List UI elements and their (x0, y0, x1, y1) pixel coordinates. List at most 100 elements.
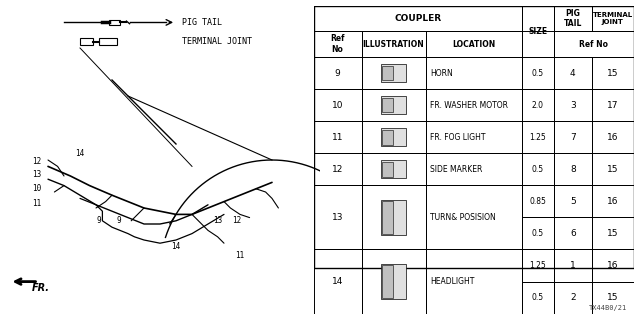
Bar (592, 89, 634, 121)
Bar (80, 38, 93, 45)
Text: 4: 4 (570, 68, 575, 78)
Bar (314, 57, 362, 89)
Text: 3: 3 (570, 101, 575, 110)
Bar (381, 264, 406, 299)
Bar (554, 121, 592, 153)
Text: LOCATION: LOCATION (452, 40, 495, 49)
Bar (554, 89, 592, 121)
Bar (592, 153, 634, 185)
Bar (362, 57, 426, 89)
Text: Ref
No: Ref No (330, 34, 345, 54)
Text: 1: 1 (570, 261, 575, 270)
Text: 16: 16 (607, 133, 618, 142)
Text: 10: 10 (33, 184, 42, 193)
Text: 9: 9 (97, 216, 102, 225)
Text: 0.5: 0.5 (532, 68, 543, 78)
Text: 2.0: 2.0 (532, 101, 543, 110)
Bar (426, 121, 522, 153)
Text: 12: 12 (232, 216, 241, 225)
Text: TURN& POSISION: TURN& POSISION (431, 213, 496, 222)
Bar (362, 121, 426, 153)
Text: 0.5: 0.5 (532, 229, 543, 238)
Bar (314, 250, 362, 314)
Bar (554, 31, 634, 57)
Text: COUPLER: COUPLER (394, 14, 441, 23)
Text: SIZE: SIZE (528, 27, 547, 36)
Bar (592, 250, 634, 282)
Bar (314, 6, 634, 268)
Bar (592, 282, 634, 314)
Text: 15: 15 (607, 165, 618, 174)
Bar (383, 98, 393, 112)
Bar (314, 89, 362, 121)
Text: SIDE MARKER: SIDE MARKER (431, 165, 483, 174)
Text: 9: 9 (335, 68, 340, 78)
Bar (522, 153, 554, 185)
Text: 0.85: 0.85 (529, 197, 546, 206)
Text: 11: 11 (33, 199, 42, 208)
Text: 0.5: 0.5 (532, 293, 543, 302)
Text: TX44B0/21: TX44B0/21 (589, 305, 627, 310)
Bar (362, 89, 426, 121)
Bar (381, 161, 406, 178)
Bar (109, 20, 120, 25)
Bar (381, 128, 406, 146)
Bar (522, 217, 554, 250)
Bar (554, 6, 592, 31)
Bar (383, 201, 393, 234)
Text: 13: 13 (33, 170, 42, 179)
Bar (522, 282, 554, 314)
Text: 15: 15 (607, 293, 618, 302)
Bar (362, 250, 426, 314)
Text: 13: 13 (213, 216, 222, 225)
Text: PIG
TAIL: PIG TAIL (564, 9, 582, 28)
Bar (592, 57, 634, 89)
Bar (554, 57, 592, 89)
Text: 11: 11 (236, 252, 244, 260)
Text: 17: 17 (607, 101, 618, 110)
Bar (381, 96, 406, 114)
Text: 14: 14 (76, 149, 84, 158)
Bar (314, 121, 362, 153)
Bar (426, 31, 522, 57)
Text: 1.25: 1.25 (529, 133, 546, 142)
Bar (383, 265, 393, 298)
Text: 2: 2 (570, 293, 575, 302)
Text: 6: 6 (570, 229, 575, 238)
Bar (314, 6, 522, 31)
Bar (522, 57, 554, 89)
Bar (522, 6, 554, 57)
Text: 5: 5 (570, 197, 575, 206)
Text: HORN: HORN (431, 68, 453, 78)
Text: 13: 13 (332, 213, 343, 222)
Text: 11: 11 (332, 133, 343, 142)
Text: 0.5: 0.5 (532, 165, 543, 174)
Bar (362, 31, 426, 57)
Text: 12: 12 (332, 165, 343, 174)
Text: 7: 7 (570, 133, 575, 142)
Bar (554, 153, 592, 185)
Text: 8: 8 (570, 165, 575, 174)
Bar (381, 64, 406, 82)
Bar (592, 217, 634, 250)
Bar (554, 185, 592, 217)
Bar (314, 185, 362, 250)
Text: 15: 15 (607, 229, 618, 238)
Bar (592, 121, 634, 153)
Bar (522, 121, 554, 153)
Bar (522, 250, 554, 282)
Bar (426, 153, 522, 185)
Bar (362, 153, 426, 185)
Bar (522, 89, 554, 121)
Text: FR.: FR. (32, 283, 50, 293)
Bar (314, 31, 362, 57)
Text: FR. FOG LIGHT: FR. FOG LIGHT (431, 133, 486, 142)
Bar (383, 162, 393, 177)
Text: ILLUSTRATION: ILLUSTRATION (363, 40, 424, 49)
Bar (383, 130, 393, 145)
Bar (554, 282, 592, 314)
Bar (554, 250, 592, 282)
Bar (381, 200, 406, 235)
Bar (426, 185, 522, 250)
Text: 10: 10 (332, 101, 343, 110)
